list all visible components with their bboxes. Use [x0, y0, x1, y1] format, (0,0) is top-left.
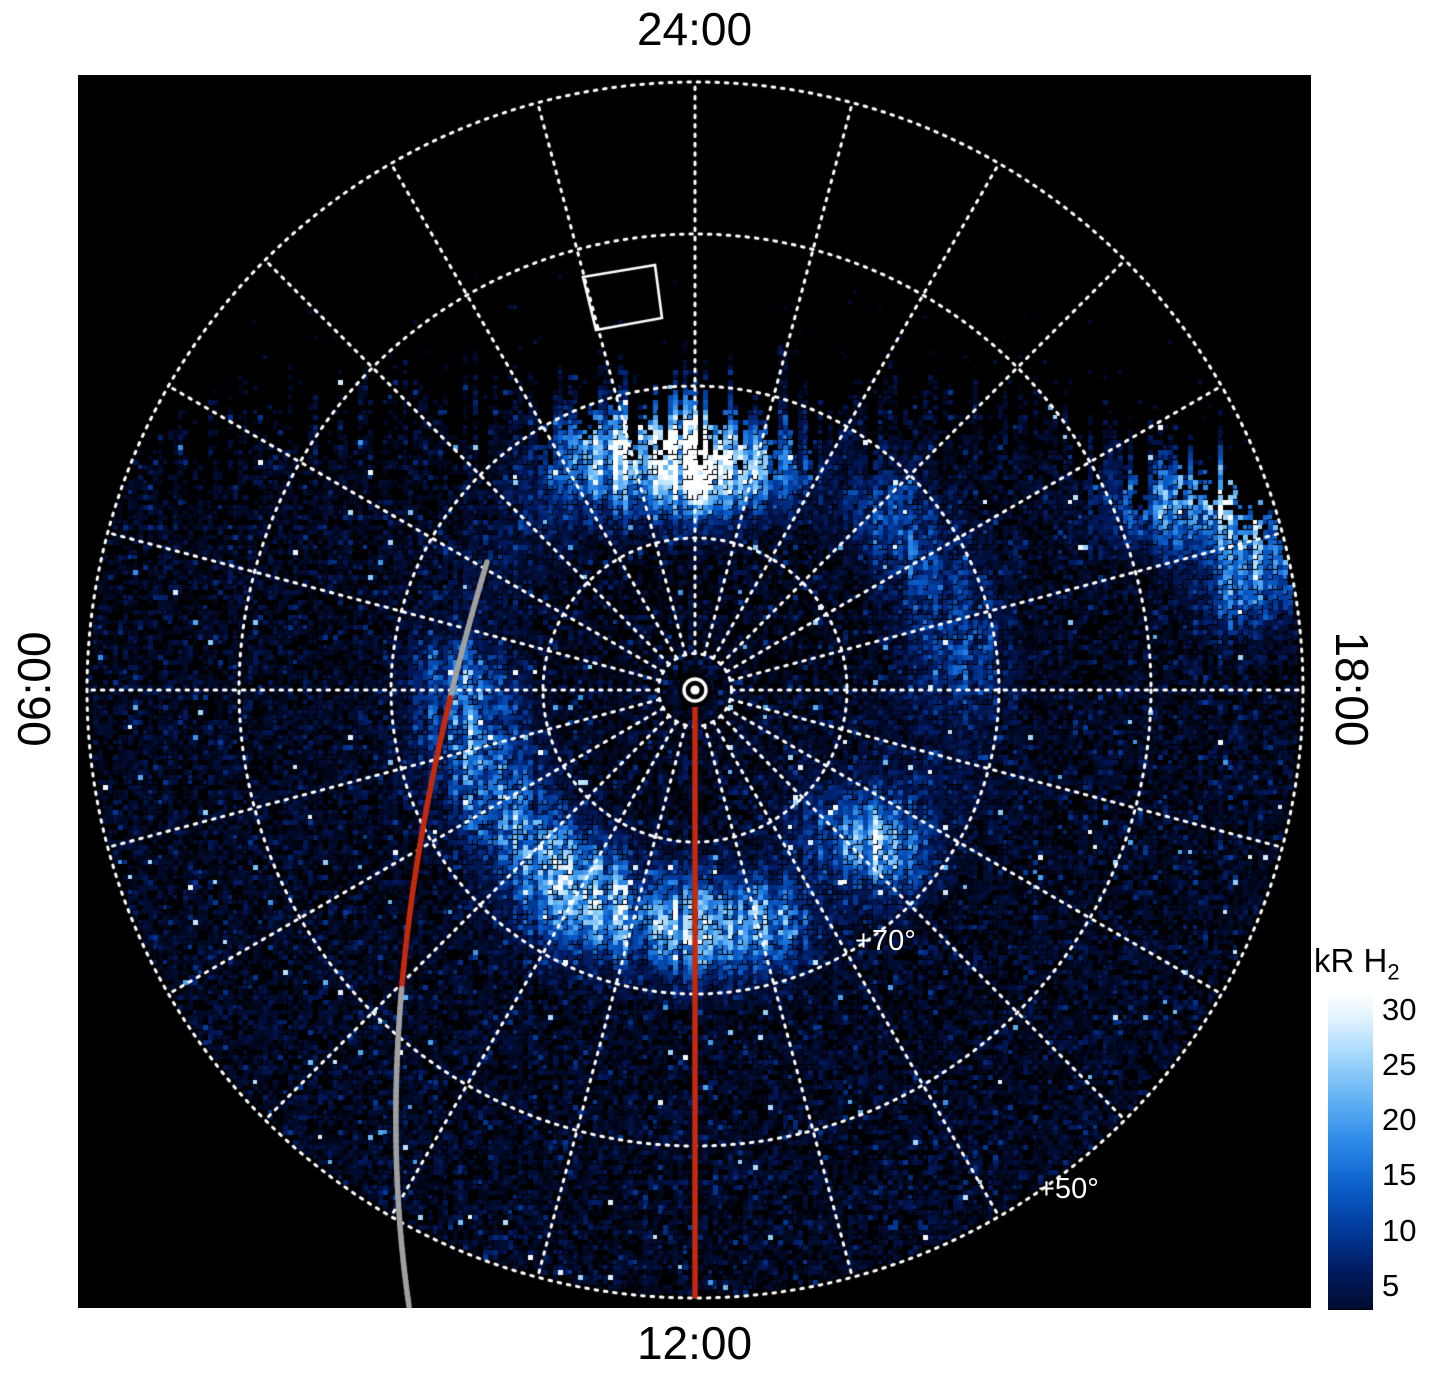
latitude-label-70: +70° [855, 925, 916, 957]
colorbar-tick-label: 25 [1382, 1047, 1417, 1082]
latitude-label-50: +50° [1038, 1173, 1099, 1205]
colorbar-title-subscript: 2 [1387, 959, 1400, 985]
colorbar-gradient [1328, 992, 1373, 1310]
aurora-image-canvas [78, 75, 1311, 1308]
colorbar-title-text: kR H [1314, 942, 1388, 979]
colorbar-tick-labels: 30 25 20 15 10 5 [1382, 992, 1444, 1310]
local-time-label-18: 18:00 [1326, 631, 1378, 747]
colorbar-tick-label: 10 [1382, 1213, 1417, 1248]
polar-plot-area: +70° +50° [78, 75, 1311, 1308]
local-time-label-12: 12:00 [636, 1317, 753, 1369]
colorbar-tick-label: 5 [1382, 1268, 1400, 1303]
colorbar-title: kR H2 [1314, 942, 1400, 986]
colorbar-tick-label: 30 [1382, 992, 1417, 1027]
colorbar-tick-label: 15 [1382, 1157, 1417, 1192]
local-time-label-24: 24:00 [636, 3, 753, 55]
colorbar-tick-label: 20 [1382, 1102, 1417, 1137]
local-time-label-06: 06:00 [8, 631, 60, 747]
